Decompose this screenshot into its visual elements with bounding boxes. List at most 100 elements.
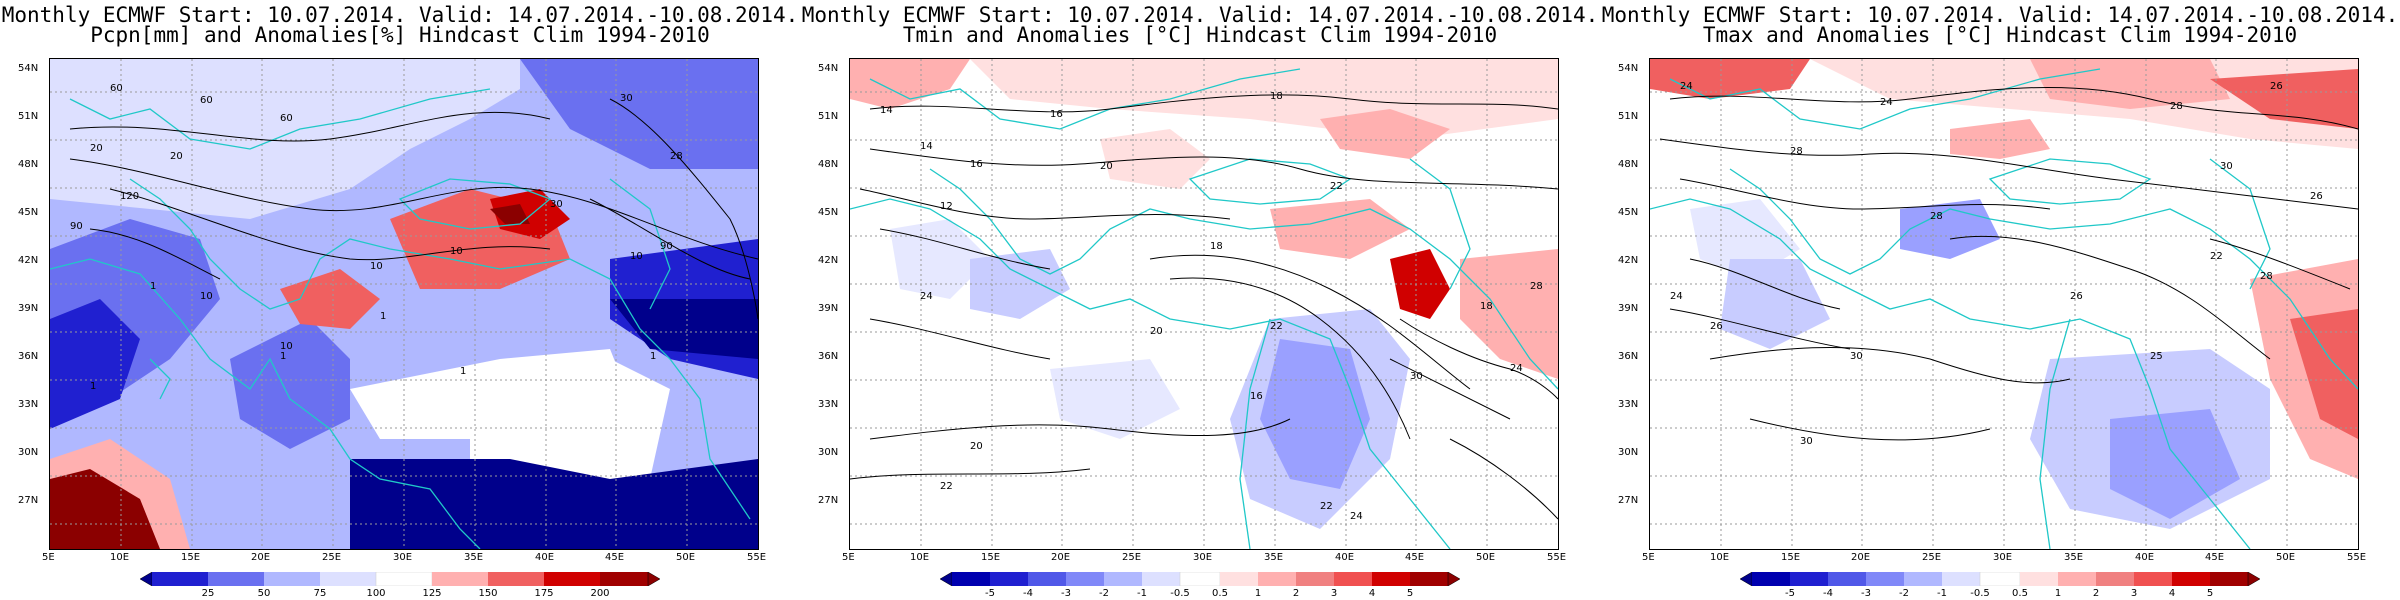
colorbar-label: 0.5 xyxy=(2012,588,2028,599)
lon-tick-label: 5E xyxy=(842,552,855,563)
lon-tick-label: 40E xyxy=(535,552,555,563)
lat-tick-label: 36N xyxy=(818,351,839,362)
lon-tick-label: 55E xyxy=(2347,552,2367,563)
colorbar-label: -3 xyxy=(1861,588,1871,599)
lat-tick-label: 45N xyxy=(18,207,39,218)
lat-tick-label: 27N xyxy=(18,495,39,506)
lat-tick-label: 48N xyxy=(1618,159,1639,170)
contour-label: 14 xyxy=(920,141,933,152)
tmin-contours xyxy=(850,94,1558,520)
panel-title-line1: Monthly ECMWF Start: 10.07.2014. Valid: … xyxy=(1601,3,2399,27)
contour-label: 30 xyxy=(1850,351,1863,362)
lon-tick-label: 25E xyxy=(1922,552,1942,563)
lon-tick-label: 30E xyxy=(1193,552,1213,563)
contour-label: 24 xyxy=(920,291,933,302)
lon-tick-label: 55E xyxy=(747,552,767,563)
colorbar-label: 0.5 xyxy=(1212,588,1228,599)
lat-tick-label: 36N xyxy=(18,351,39,362)
contour-labels: 24 26 28 24 28 26 30 28 24 26 30 25 28 3… xyxy=(1670,81,2323,447)
lat-tick-label: 33N xyxy=(18,399,39,410)
contour-label: 18 xyxy=(1480,301,1493,312)
panel-title-line2: Tmax and Anomalies [°C] Hindcast Clim 19… xyxy=(1702,23,2298,47)
lon-tick-label: 30E xyxy=(1993,552,2013,563)
colorbar-label: -4 xyxy=(1823,588,1833,599)
colorbar-label: 175 xyxy=(534,588,554,599)
map-frame: 60 60 60 30 20 20 120 90 10 10 10 1 1 1 … xyxy=(49,58,759,550)
contour-label: 26 xyxy=(2270,81,2283,92)
lat-tick-label: 42N xyxy=(818,255,839,266)
panel-title-line1: Monthly ECMWF Start: 10.07.2014. Valid: … xyxy=(801,3,1599,27)
tmin-anomaly-fill xyxy=(850,59,1558,549)
lat-tick-label: 39N xyxy=(1618,303,1639,314)
lat-tick-label: 48N xyxy=(818,159,839,170)
contour-label: 90 xyxy=(660,241,673,252)
coastlines xyxy=(850,68,1558,549)
grid-lines xyxy=(1650,59,2358,549)
lon-tick-label: 45E xyxy=(605,552,625,563)
lat-tick-label: 54N xyxy=(18,63,39,74)
colorbar-label: -0.5 xyxy=(1970,588,1990,599)
contour-label: 28 xyxy=(670,151,683,162)
contour-label: 18 xyxy=(1270,91,1283,102)
colorbar-label: 4 xyxy=(2168,588,2176,599)
lon-tick-label: 25E xyxy=(1122,552,1142,563)
lat-tick-label: 27N xyxy=(1618,495,1639,506)
colorbar-swatches xyxy=(1740,572,2260,586)
contour-label: 60 xyxy=(200,95,213,106)
colorbar-swatches xyxy=(940,572,1460,586)
contour-label: 30 xyxy=(1800,436,1813,447)
colorbar-label: 2 xyxy=(1292,588,1300,599)
lon-tick-label: 45E xyxy=(2205,552,2225,563)
contour-label: 30 xyxy=(2220,161,2233,172)
contour-label: 24 xyxy=(1680,81,1693,92)
lat-tick-label: 45N xyxy=(818,207,839,218)
lat-tick-label: 54N xyxy=(1618,63,1639,74)
contour-label: 30 xyxy=(1410,371,1423,382)
contour-label: 22 xyxy=(1320,501,1333,512)
lon-tick-label: 10E xyxy=(910,552,930,563)
contour-label: 10 xyxy=(280,341,293,352)
colorbar-label: 150 xyxy=(478,588,498,599)
lon-tick-label: 10E xyxy=(1710,552,1730,563)
lat-tick-label: 51N xyxy=(18,111,39,122)
precip-contours xyxy=(69,98,758,320)
lon-tick-label: 50E xyxy=(2276,552,2296,563)
tmax-contours xyxy=(1659,86,2358,441)
colorbar-label: 1 xyxy=(2054,588,2062,599)
contour-label: 22 xyxy=(2210,251,2223,262)
lon-tick-label: 5E xyxy=(1642,552,1655,563)
contour-label: 26 xyxy=(1710,321,1723,332)
grid-lines xyxy=(850,59,1558,549)
lon-tick-label: 35E xyxy=(1264,552,1284,563)
colorbar-label: -2 xyxy=(1099,588,1109,599)
lat-tick-label: 30N xyxy=(818,447,839,458)
lon-tick-label: 15E xyxy=(981,552,1001,563)
lat-tick-label: 45N xyxy=(1618,207,1639,218)
lat-tick-label: 51N xyxy=(818,111,839,122)
colorbar xyxy=(940,572,1460,586)
contour-label: 28 xyxy=(1930,211,1943,222)
contour-label: 16 xyxy=(1250,391,1263,402)
colorbar-label: -0.5 xyxy=(1170,588,1190,599)
contour-label: 22 xyxy=(1270,321,1283,332)
contour-label: 22 xyxy=(1330,181,1343,192)
contour-label: 10 xyxy=(370,261,383,272)
colorbar-label: -2 xyxy=(1899,588,1909,599)
colorbar-label: 3 xyxy=(2130,588,2138,599)
contour-label: 22 xyxy=(940,481,953,492)
lat-tick-label: 30N xyxy=(1618,447,1639,458)
contour-label: 12 xyxy=(940,201,953,212)
colorbar-label: -5 xyxy=(985,588,995,599)
lon-tick-label: 25E xyxy=(322,552,342,563)
lat-tick-label: 36N xyxy=(1618,351,1639,362)
colorbar-label: 100 xyxy=(366,588,386,599)
coastlines xyxy=(50,88,751,549)
colorbar xyxy=(1740,572,2260,586)
contour-label: 16 xyxy=(1050,109,1063,120)
colorbar-label: 1 xyxy=(1254,588,1262,599)
contour-label: 20 xyxy=(90,143,103,154)
contour-label: 28 xyxy=(1790,146,1803,157)
contour-label: 28 xyxy=(2170,101,2183,112)
contour-label: 16 xyxy=(970,159,983,170)
colorbar-label: 5 xyxy=(2206,588,2214,599)
